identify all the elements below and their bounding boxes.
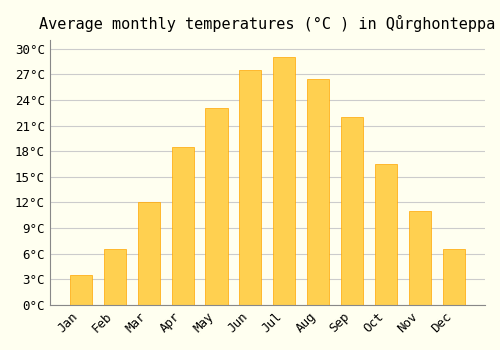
Bar	[240, 70, 262, 305]
Bar	[206, 108, 228, 305]
Bar	[70, 275, 92, 305]
Bar	[409, 211, 432, 305]
Title: Average monthly temperatures (°C ) in Qůrghonteppa: Average monthly temperatures (°C ) in Qů…	[40, 15, 496, 32]
Bar	[274, 57, 295, 305]
Bar	[308, 79, 330, 305]
Bar	[104, 250, 126, 305]
Bar	[375, 164, 398, 305]
Bar	[138, 203, 160, 305]
Bar	[172, 147, 194, 305]
Bar	[443, 250, 465, 305]
Bar	[342, 117, 363, 305]
